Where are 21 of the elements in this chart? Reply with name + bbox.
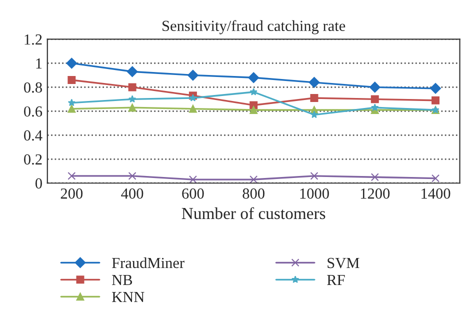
x-axis-title: Number of customers: [182, 207, 326, 220]
x-tick-label: 600: [182, 188, 204, 199]
legend-label: KNN: [112, 292, 144, 302]
y-tick-label: 0: [35, 178, 42, 189]
x-tick-label: 1200: [360, 188, 390, 199]
y-tick-label: 0.8: [24, 82, 42, 93]
chart-title: Sensitivity/fraud catching rate: [162, 20, 346, 34]
y-tick-label: 0.4: [24, 130, 42, 141]
y-tick-label: 1.2: [24, 34, 42, 45]
y-tick-label: 0.6: [24, 106, 42, 117]
x-tick-label: 200: [60, 188, 83, 199]
x-tick-label: 1000: [300, 188, 329, 199]
x-tick-label: 400: [121, 188, 144, 199]
legend-label: SVM: [328, 258, 360, 268]
x-tick-label: 800: [242, 188, 264, 199]
y-tick-label: 1: [36, 58, 42, 69]
x-tick-label: 1400: [422, 188, 450, 199]
y-tick-label: 0.2: [24, 154, 42, 165]
legend-label: RF: [327, 274, 345, 285]
legend-label: NB: [112, 274, 132, 286]
legend-label: FraudMiner: [112, 257, 184, 268]
